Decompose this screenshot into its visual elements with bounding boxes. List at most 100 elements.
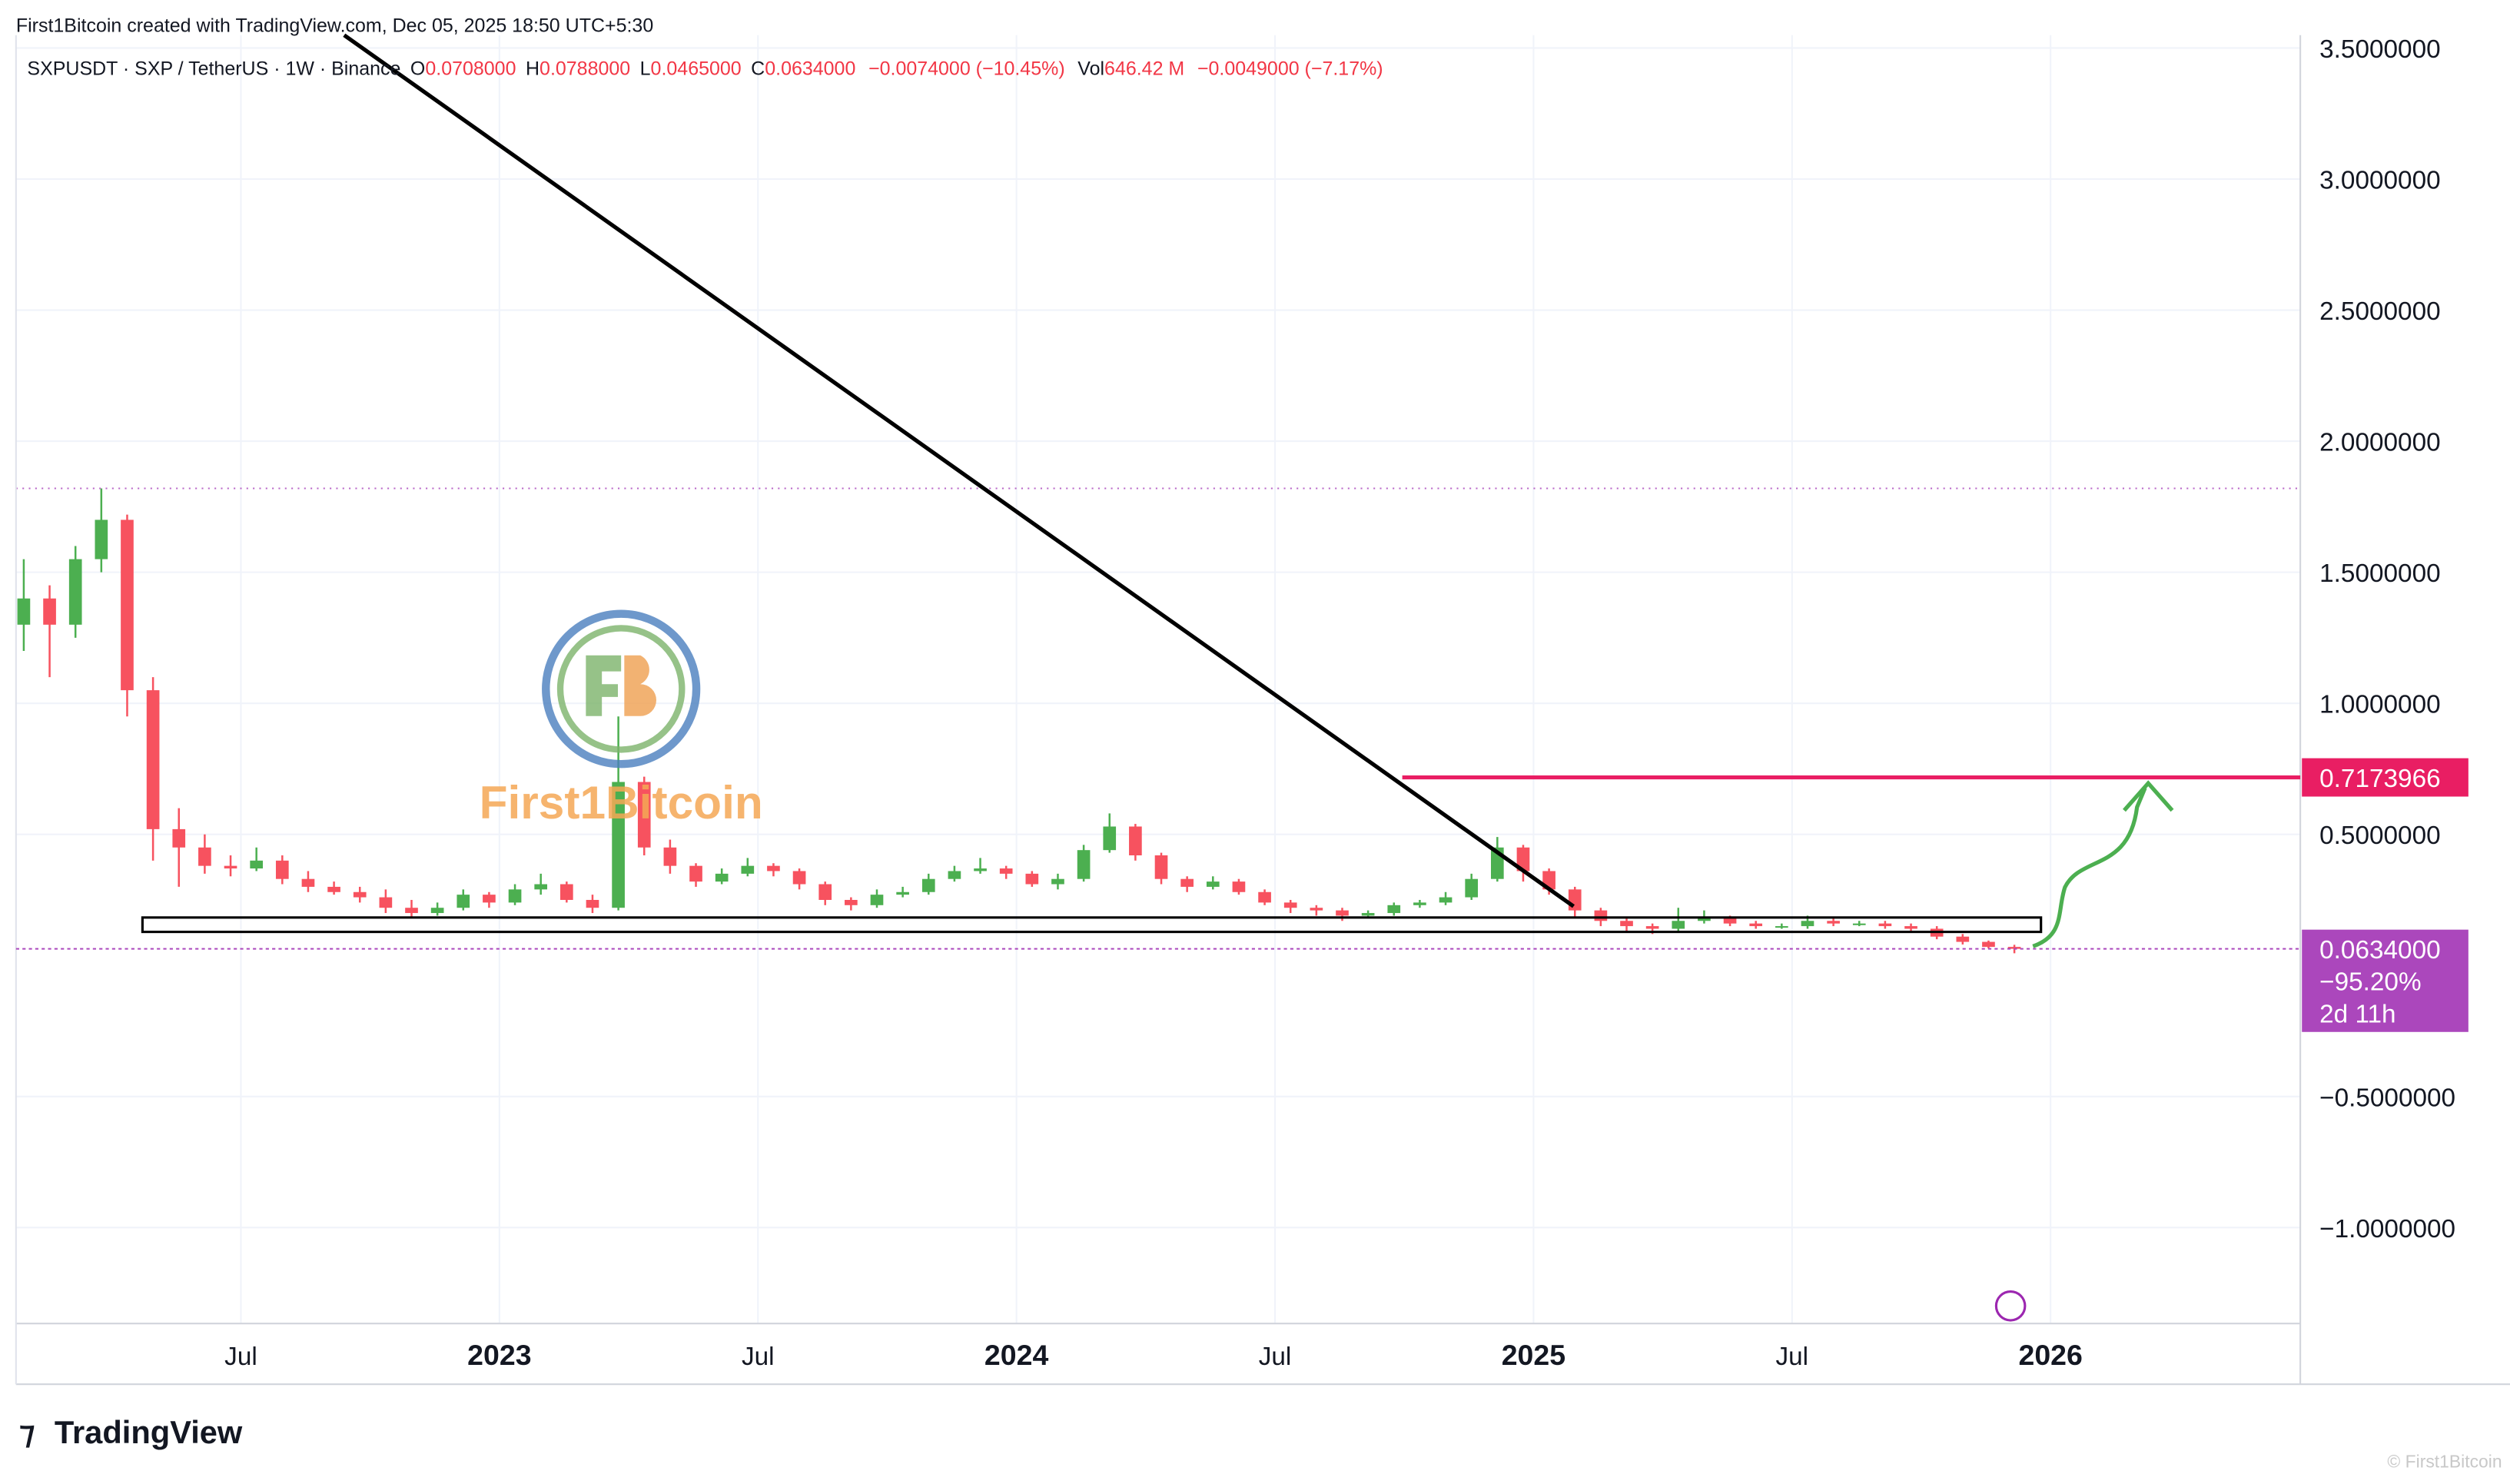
candle-body (1206, 881, 1220, 887)
candle-body (1594, 910, 1608, 921)
candle-body (301, 878, 315, 887)
candle-body (250, 860, 264, 869)
candle-body (379, 897, 393, 908)
support-box (141, 916, 2043, 934)
candle-body (1232, 881, 1246, 892)
price-label-bg (2302, 758, 2468, 797)
plot (15, 487, 2301, 954)
arrow-head (2123, 780, 2174, 812)
y-tick-label: 2.5000000 (2319, 297, 2441, 326)
candle-body (741, 865, 755, 874)
candle-body (1620, 921, 1633, 927)
candle-body (1775, 926, 1788, 928)
value: −0.0049000 (−7.17%) (1197, 58, 1383, 80)
x-tick-label: 2026 (2018, 1339, 2082, 1371)
candle-body (715, 873, 729, 882)
candle-body (689, 865, 702, 882)
candle-body (1025, 873, 1039, 885)
candle-body (353, 891, 367, 898)
candle-body (1801, 921, 1814, 927)
candle-body (1154, 855, 1168, 879)
candle-body (999, 868, 1013, 874)
y-tick-label: 3.5000000 (2319, 35, 2441, 64)
candle-body (146, 690, 160, 829)
value: 0.0634000 (765, 58, 855, 80)
value: 0.0708000 (425, 58, 516, 80)
candle-body (508, 889, 522, 903)
trend-line (343, 33, 1575, 908)
y-tick-label: 2.0000000 (2319, 429, 2441, 457)
grid (15, 35, 2301, 1324)
x-tick-label: 2023 (467, 1339, 531, 1371)
current-price-bg (2302, 929, 2468, 1032)
candle-body (974, 868, 987, 871)
candle-body (1904, 926, 1917, 929)
x-tick-label: 2025 (1502, 1339, 1565, 1371)
price-change: −95.20% (2319, 968, 2421, 997)
candle-body (483, 895, 496, 903)
legend-line: SXPUSDT · SXP / TetherUS · 1W · Binance O… (27, 58, 1383, 80)
candle-body (68, 559, 82, 625)
x-tick-label: Jul (1775, 1343, 1808, 1371)
candle-body (1698, 918, 1711, 921)
candle-body (1723, 918, 1737, 924)
candle-body (1516, 847, 1530, 871)
candle-body (896, 891, 909, 895)
candle-body (1672, 921, 1685, 929)
event-icon (1994, 1290, 2027, 1322)
x-tick-label: Jul (224, 1343, 257, 1371)
candle-body (1568, 889, 1582, 911)
candle-body (1103, 826, 1117, 851)
candle-body (767, 865, 780, 871)
candle-body (560, 884, 573, 900)
candle-body (1465, 878, 1479, 898)
candle-body (870, 895, 884, 905)
candle-body (534, 884, 548, 890)
y-tick-label: −1.0000000 (2319, 1215, 2455, 1243)
candle-body (457, 895, 470, 908)
candle-body (2007, 947, 2021, 949)
candle-body (1361, 913, 1375, 916)
candle-body (405, 908, 418, 914)
candle-body (586, 899, 599, 908)
x-tick-label: Jul (1259, 1343, 1292, 1371)
candle-body (430, 908, 444, 914)
candle-body (121, 520, 134, 691)
candle-body (1827, 921, 1840, 924)
candle-body (792, 871, 806, 885)
candle-body (1051, 878, 1064, 885)
candle-body (224, 865, 237, 869)
value: −0.0074000 (−10.45%) (868, 58, 1065, 80)
candle-body (1645, 926, 1659, 929)
candle-body (327, 886, 340, 892)
candle-body (43, 598, 56, 625)
logo (542, 609, 701, 769)
symbol: SXPUSDT · SXP / TetherUS · 1W · Binance (27, 58, 400, 80)
candle-body (663, 847, 677, 866)
candle-body (1387, 905, 1401, 914)
candle-body (1749, 923, 1763, 927)
candle-body (1129, 826, 1142, 855)
current-price: 0.0634000 (2319, 936, 2441, 964)
candle-body (1310, 908, 1323, 911)
candle-body (1982, 941, 1995, 948)
x-tick-label: Jul (742, 1343, 775, 1371)
y-tick-label: 0.5000000 (2319, 822, 2441, 850)
label: Vol (1077, 58, 1104, 80)
y-tick-label: −0.5000000 (2319, 1084, 2455, 1112)
candle-body (198, 847, 211, 866)
label: O (410, 58, 425, 80)
candle-body (1258, 891, 1271, 903)
footer-credit: © First1Bitcoin (2387, 1451, 2502, 1471)
candle-body (275, 860, 289, 879)
candle-body (818, 884, 832, 900)
candle-body (1413, 902, 1426, 905)
value: 646.42 M (1104, 58, 1184, 80)
watermark: First1Bitcoin (480, 776, 763, 828)
value: 0.0465000 (651, 58, 742, 80)
arrow (2032, 787, 2147, 948)
y-tick-label: 1.5000000 (2319, 559, 2441, 588)
candle-body (17, 598, 31, 625)
price-label: 0.7173966 (2319, 765, 2441, 793)
